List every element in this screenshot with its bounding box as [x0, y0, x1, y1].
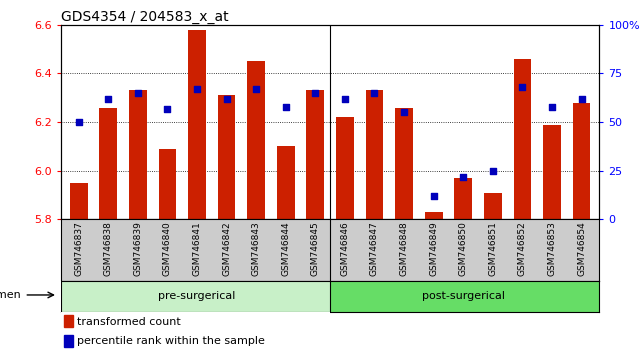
- Text: GSM746844: GSM746844: [281, 221, 290, 276]
- Text: GDS4354 / 204583_x_at: GDS4354 / 204583_x_at: [61, 10, 229, 24]
- Bar: [129, 91, 147, 219]
- Point: [399, 110, 409, 115]
- Text: GSM746841: GSM746841: [192, 221, 201, 276]
- Point: [103, 96, 113, 102]
- Text: GSM746850: GSM746850: [459, 221, 468, 276]
- Point: [429, 193, 439, 199]
- Point: [488, 168, 498, 173]
- Point: [576, 96, 587, 102]
- Point: [369, 90, 379, 96]
- Bar: [218, 95, 235, 219]
- Text: GSM746847: GSM746847: [370, 221, 379, 276]
- Point: [310, 90, 320, 96]
- Bar: [277, 147, 295, 219]
- Point: [133, 90, 143, 96]
- Text: pre-surgerical: pre-surgerical: [158, 291, 236, 302]
- Bar: [543, 125, 561, 219]
- Point: [192, 86, 202, 92]
- Text: GSM746845: GSM746845: [311, 221, 320, 276]
- Point: [547, 104, 557, 109]
- Text: GSM746840: GSM746840: [163, 221, 172, 276]
- Bar: [395, 108, 413, 219]
- Text: percentile rank within the sample: percentile rank within the sample: [77, 336, 265, 346]
- Text: GSM746839: GSM746839: [133, 221, 142, 276]
- Text: GSM746852: GSM746852: [518, 221, 527, 276]
- Bar: [61, 281, 327, 312]
- Text: GSM746851: GSM746851: [488, 221, 497, 276]
- Bar: [158, 149, 176, 219]
- Point: [517, 84, 528, 90]
- Text: transformed count: transformed count: [77, 316, 181, 327]
- Text: GSM746837: GSM746837: [74, 221, 83, 276]
- Text: specimen: specimen: [0, 290, 21, 300]
- Point: [74, 119, 84, 125]
- Point: [458, 174, 469, 179]
- Bar: [425, 212, 442, 219]
- Text: GSM746838: GSM746838: [104, 221, 113, 276]
- Bar: [99, 108, 117, 219]
- Bar: [63, 335, 73, 347]
- Bar: [63, 315, 73, 327]
- Point: [251, 86, 262, 92]
- Text: GSM746843: GSM746843: [252, 221, 261, 276]
- Bar: [247, 61, 265, 219]
- Text: GSM746848: GSM746848: [399, 221, 408, 276]
- Bar: [70, 183, 88, 219]
- Text: GSM746854: GSM746854: [577, 221, 586, 276]
- Text: GSM746846: GSM746846: [340, 221, 349, 276]
- Text: GSM746849: GSM746849: [429, 221, 438, 276]
- Bar: [188, 30, 206, 219]
- Point: [162, 105, 172, 111]
- Bar: [336, 117, 354, 219]
- Bar: [306, 91, 324, 219]
- Bar: [572, 103, 590, 219]
- Bar: [454, 178, 472, 219]
- Point: [221, 96, 231, 102]
- Bar: [365, 91, 383, 219]
- Point: [281, 104, 291, 109]
- Text: post-surgerical: post-surgerical: [422, 291, 504, 302]
- Bar: [513, 59, 531, 219]
- Bar: [330, 281, 603, 312]
- Text: GSM746842: GSM746842: [222, 221, 231, 276]
- Point: [340, 96, 350, 102]
- Text: GSM746853: GSM746853: [547, 221, 556, 276]
- Bar: [484, 193, 502, 219]
